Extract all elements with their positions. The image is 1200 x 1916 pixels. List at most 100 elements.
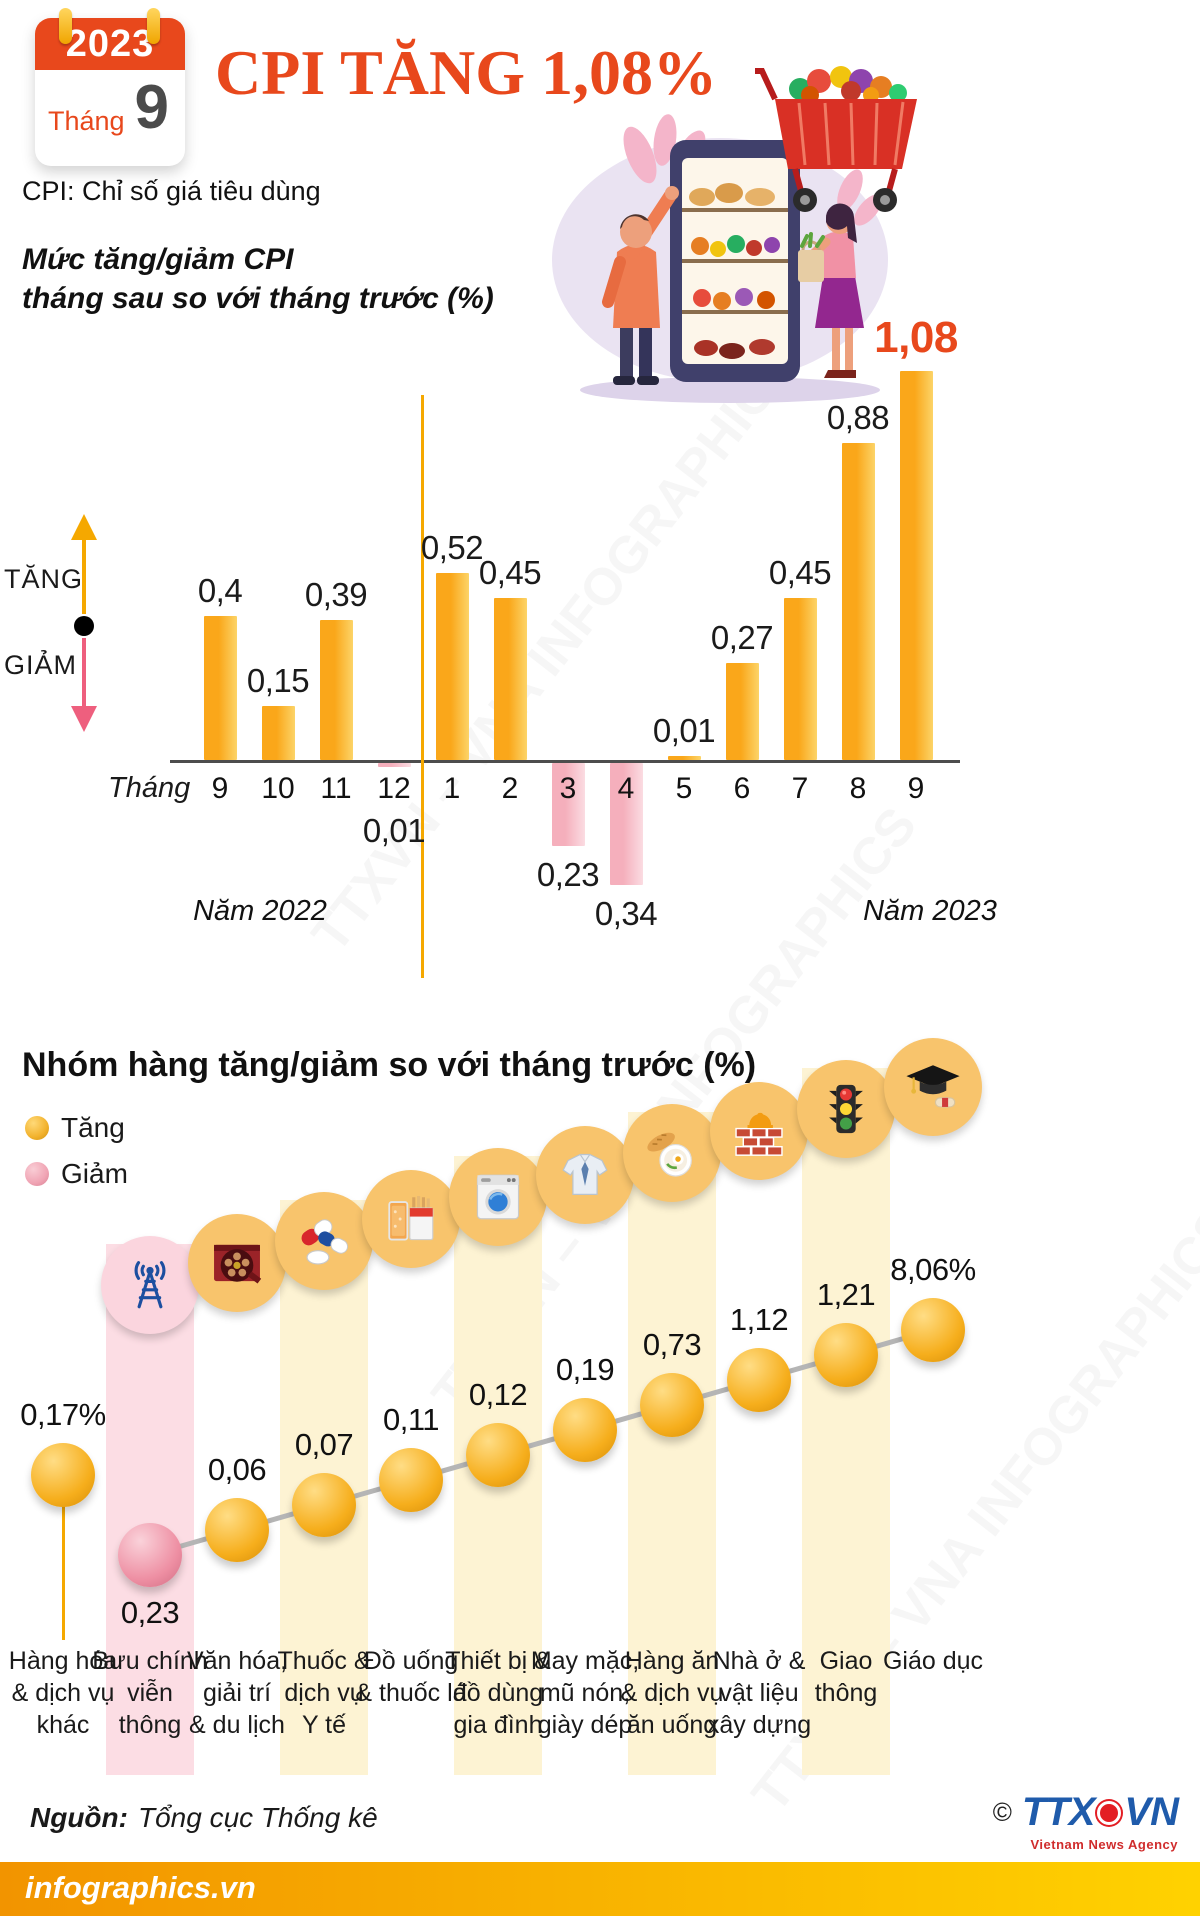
- category-label-line: giải trí: [202, 1679, 272, 1707]
- legend-origin-dot: [74, 616, 94, 636]
- direction-legend: TĂNG GIẢM: [4, 512, 142, 732]
- bar-value-label: 0,45: [768, 554, 832, 591]
- agency-name-part2: VN: [1124, 1790, 1179, 1834]
- point-value-label: 8,06%: [890, 1252, 976, 1287]
- calendar-pin-icon: [147, 8, 160, 44]
- legend-down-label: GIẢM: [4, 650, 78, 680]
- up-arrow-icon: [71, 514, 97, 540]
- point-value-label: 0,23: [120, 1595, 180, 1630]
- traffic-light-icon: [797, 1060, 895, 1158]
- up-arrow-icon: [82, 538, 86, 614]
- bar-month-5: [667, 756, 701, 760]
- beverage-tobacco-icon: [362, 1170, 460, 1268]
- category-label-line: & thuốc lá: [355, 1679, 467, 1707]
- bar-value-label: 0,88: [826, 399, 890, 436]
- category-label-line: viễn: [127, 1679, 173, 1707]
- bar-month-11: [319, 620, 353, 760]
- bar-month-2: [493, 598, 527, 760]
- point-value-label: 0,19: [555, 1352, 615, 1387]
- category-label-line: Bưu chính: [92, 1647, 208, 1675]
- category-label: Giáo dục: [863, 1645, 1003, 1677]
- category-label: Nhà ở & vật liệu xây dựng: [689, 1645, 829, 1741]
- category-label-line: Đồ uống: [363, 1647, 459, 1675]
- groups-legend: Tăng Giảm: [25, 1112, 128, 1204]
- month-tick-label: 9: [211, 772, 229, 805]
- calendar-year: 2023: [65, 22, 155, 65]
- category-label: Thuốc & dịch vụ Y tế: [254, 1645, 394, 1741]
- category-label-line: mũ nón,: [539, 1679, 631, 1707]
- medicine-icon: [275, 1192, 373, 1290]
- category-band-yellow: [628, 1112, 716, 1775]
- point-value-label: 1,12: [729, 1302, 789, 1337]
- data-point-up: [292, 1473, 356, 1537]
- category-label-line: Hàng hóa: [8, 1647, 118, 1675]
- point-value-label: 0,06: [207, 1452, 267, 1487]
- category-label-line: giày dép: [537, 1711, 633, 1739]
- data-point-up: [553, 1398, 617, 1462]
- page-title: CPI TĂNG 1,08%: [215, 37, 717, 108]
- bar-month-4: [609, 763, 643, 885]
- data-point-up: [901, 1298, 965, 1362]
- copyright-icon: ©: [992, 1797, 1012, 1827]
- category-label-line: thông: [814, 1679, 878, 1707]
- category-label-line: dịch vụ: [284, 1679, 364, 1707]
- apparel-icon: [536, 1126, 634, 1224]
- category-label-line: khác: [36, 1711, 90, 1739]
- bar-month-3: [551, 763, 585, 846]
- bar-value-label: 0,23: [536, 856, 600, 893]
- woman-figure: [798, 203, 864, 378]
- bar-value-label: 0,01: [362, 812, 426, 849]
- point-value-label: 0,07: [294, 1427, 354, 1462]
- bar-month-10: [261, 706, 295, 760]
- agency-tagline: Vietnam News Agency: [1030, 1837, 1178, 1852]
- food-icon: [623, 1104, 721, 1202]
- down-arrow-icon: [82, 638, 86, 708]
- year-label-2022: Năm 2022: [193, 895, 327, 927]
- category-label-line: ăn uống: [626, 1711, 718, 1739]
- year-label-2023: Năm 2023: [863, 895, 997, 927]
- shopping-cart-illustration: [755, 55, 935, 220]
- category-label-line: & du lịch: [189, 1711, 285, 1739]
- bar-month-9: [203, 616, 237, 760]
- x-axis-line: [170, 760, 960, 763]
- category-label-line: đồ dùng: [452, 1679, 544, 1707]
- bottom-brand-bar: infographics.vn: [0, 1862, 1200, 1916]
- category-label: Văn hóa, giải trí & du lịch: [167, 1645, 307, 1741]
- category-label: May mặc, mũ nón, giày dép: [515, 1645, 655, 1741]
- category-label-line: Giao: [819, 1647, 873, 1675]
- legend-item-down: Giảm: [25, 1158, 128, 1190]
- cpi-bar-chart: Tháng Năm 2022 Năm 2023 0,4 9 0,15 10 0,39 11…: [108, 313, 1000, 978]
- month-tick-label: 12: [377, 772, 411, 805]
- film-reel-icon: [188, 1214, 286, 1312]
- shopping-illustration-art: [552, 114, 888, 403]
- legend-item-up: Tăng: [25, 1112, 128, 1144]
- month-tick-label: 1: [443, 772, 461, 805]
- month-tick-label: 7: [791, 772, 809, 805]
- point-value-label: 0,12: [468, 1377, 528, 1412]
- category-label: Bưu chính viễn thông: [80, 1645, 220, 1741]
- calendar-year-band: 2023: [35, 18, 185, 70]
- point-value-label: 0,73: [642, 1327, 702, 1362]
- bar-value-label: 0,4: [197, 572, 243, 609]
- category-label-line: gia đình: [453, 1711, 543, 1739]
- agency-logo: © TTX VN Vietnam News Agency: [992, 1790, 1179, 1852]
- data-point-up: [640, 1373, 704, 1437]
- trend-line: [149, 1327, 934, 1558]
- bar-value-label: 0,15: [246, 662, 310, 699]
- category-label: Hàng hóa & dịch vụ khác: [0, 1645, 133, 1741]
- increase-dot-icon: [25, 1116, 49, 1140]
- category-label: Thiết bị & đồ dùng gia đình: [428, 1645, 568, 1741]
- graduation-icon: [884, 1038, 982, 1136]
- month-tick-label: 8: [849, 772, 867, 805]
- month-tick-label: 6: [733, 772, 751, 805]
- legend-up-label: TĂNG: [4, 564, 84, 594]
- bar-value-label: 0,39: [304, 576, 368, 613]
- construction-icon: [710, 1082, 808, 1180]
- down-arrow-icon: [71, 706, 97, 732]
- bar-month-7: [783, 598, 817, 760]
- category-label-line: thông: [118, 1711, 182, 1739]
- bar-chart-title-line2: tháng sau so với tháng trước (%): [22, 282, 494, 315]
- category-label-line: May mặc,: [530, 1647, 640, 1675]
- bar-value-label: 0,34: [594, 895, 658, 932]
